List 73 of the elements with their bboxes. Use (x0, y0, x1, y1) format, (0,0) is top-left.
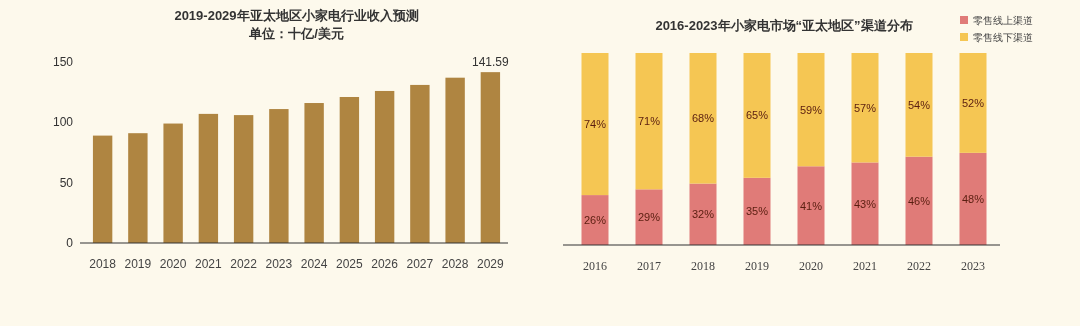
data-label: 65% (745, 109, 769, 122)
x-tick-label: 2019 (124, 257, 152, 271)
bar (743, 53, 771, 178)
data-label: 41% (799, 199, 823, 212)
data-label: 48% (961, 192, 985, 205)
data-label: 26% (583, 214, 607, 227)
data-label: 43% (853, 197, 877, 210)
x-tick-label: 2018 (89, 257, 117, 271)
x-tick-label: 2022 (907, 259, 931, 273)
chart-title: 2016-2023年小家电市场“亚太地区”渠道分布 (655, 18, 913, 33)
bar (959, 53, 987, 153)
data-label: 32% (691, 208, 715, 221)
x-tick-label: 2020 (159, 257, 187, 271)
bar (480, 72, 501, 243)
x-tick-label: 2023 (961, 259, 985, 273)
bar (905, 156, 933, 245)
x-tick-label: 2028 (441, 257, 469, 271)
bar (410, 84, 430, 243)
bar (445, 77, 465, 243)
data-label: 29% (637, 211, 661, 224)
x-tick-label: 2021 (853, 259, 877, 273)
legend-label: 零售线下渠道 (973, 32, 1033, 43)
data-label: 46% (907, 194, 931, 207)
x-tick-label: 2019 (745, 259, 769, 273)
bar (269, 109, 289, 243)
bar (198, 113, 219, 243)
x-tick-label: 2029 (477, 257, 505, 271)
bar (163, 123, 183, 243)
x-tick-label: 2016 (583, 259, 607, 273)
x-tick-label: 2021 (195, 257, 223, 271)
bar (581, 53, 609, 196)
x-tick-label: 2023 (265, 257, 293, 271)
y-tick-label: 50 (59, 175, 74, 190)
data-label: 141.59 (472, 55, 510, 70)
bar (797, 53, 825, 167)
bar (304, 103, 324, 243)
y-tick-label: 0 (66, 236, 74, 250)
data-label: 71% (637, 115, 661, 128)
bar (339, 96, 360, 243)
x-tick-label: 2024 (300, 257, 328, 271)
data-label: 68% (691, 112, 715, 125)
bar (635, 189, 663, 245)
bar (689, 53, 717, 184)
x-tick-label: 2018 (691, 259, 715, 273)
legend-label: 零售线上渠道 (973, 15, 1033, 26)
bar (959, 152, 987, 245)
bar (851, 53, 879, 163)
chart-subtitle: 单位：十亿/美元 (248, 26, 344, 41)
bar (743, 177, 771, 245)
bar (797, 166, 825, 245)
bar (374, 90, 395, 243)
bar (128, 133, 148, 243)
bar (905, 53, 933, 157)
data-label: 59% (799, 103, 823, 116)
x-tick-label: 2022 (230, 257, 258, 271)
x-tick-label: 2026 (371, 257, 399, 271)
chart-title: 2019-2029年亚太地区小家电行业收入预测 (174, 8, 419, 23)
bar (635, 53, 663, 190)
bar (851, 162, 879, 245)
data-label: 54% (907, 98, 931, 111)
y-tick-label: 100 (52, 115, 74, 130)
x-tick-label: 2025 (336, 257, 364, 271)
bar (233, 115, 254, 243)
data-label: 52% (961, 96, 985, 109)
x-tick-label: 2017 (637, 259, 661, 273)
data-label: 74% (583, 118, 607, 131)
bar (92, 135, 113, 243)
y-tick-label: 150 (52, 55, 74, 69)
x-tick-label: 2020 (799, 259, 823, 273)
bar (689, 183, 717, 245)
data-label: 35% (745, 205, 769, 218)
x-tick-label: 2027 (406, 257, 434, 271)
data-label: 57% (853, 101, 877, 114)
